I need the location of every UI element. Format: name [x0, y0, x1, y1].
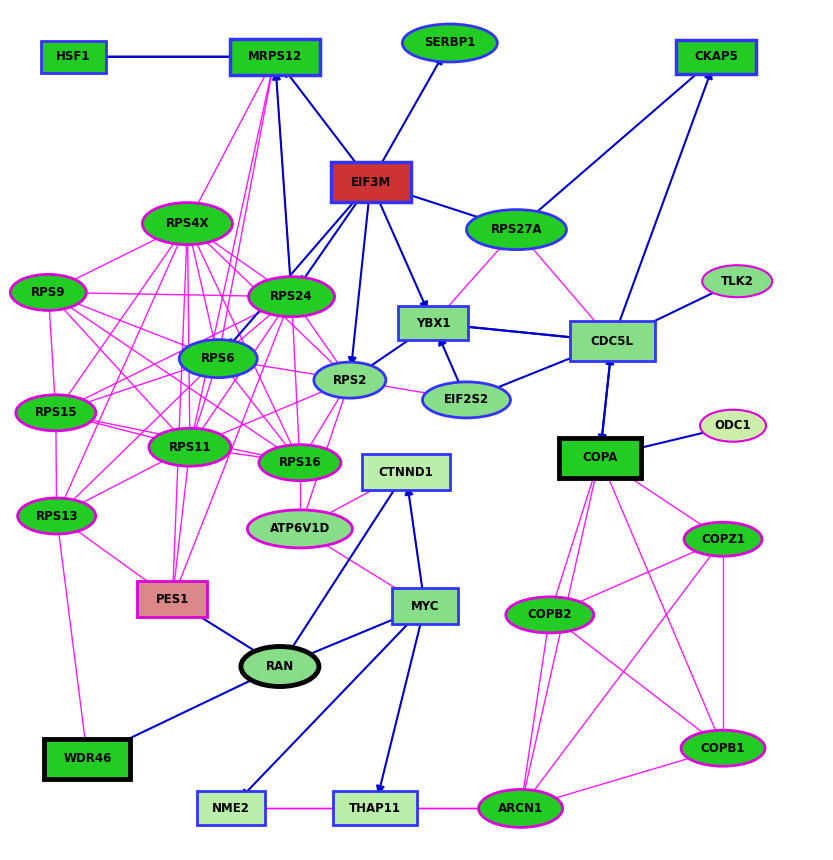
FancyBboxPatch shape: [44, 739, 131, 778]
Text: ARCN1: ARCN1: [498, 802, 543, 815]
Text: HSF1: HSF1: [56, 50, 91, 64]
Ellipse shape: [466, 210, 566, 249]
Ellipse shape: [10, 274, 87, 310]
Text: RPS15: RPS15: [34, 406, 77, 420]
FancyBboxPatch shape: [570, 322, 655, 361]
FancyBboxPatch shape: [331, 163, 411, 202]
Ellipse shape: [248, 277, 335, 316]
Ellipse shape: [402, 24, 497, 62]
Text: RPS2: RPS2: [332, 373, 367, 387]
Text: COPB2: COPB2: [527, 608, 572, 622]
FancyBboxPatch shape: [676, 40, 756, 74]
Text: RPS16: RPS16: [278, 456, 322, 470]
Text: RPS13: RPS13: [35, 509, 78, 523]
Text: COPB1: COPB1: [701, 741, 746, 755]
Ellipse shape: [241, 647, 319, 686]
FancyBboxPatch shape: [41, 40, 106, 73]
Text: MYC: MYC: [411, 599, 439, 613]
Text: COPZ1: COPZ1: [701, 532, 745, 546]
Ellipse shape: [142, 203, 232, 244]
FancyBboxPatch shape: [362, 454, 450, 490]
FancyBboxPatch shape: [230, 39, 320, 75]
FancyBboxPatch shape: [197, 791, 265, 826]
Text: EIF2S2: EIF2S2: [444, 393, 489, 407]
Text: PES1: PES1: [156, 593, 189, 606]
Text: COPA: COPA: [582, 451, 617, 464]
Text: TLK2: TLK2: [721, 274, 754, 288]
Text: RAN: RAN: [266, 660, 294, 673]
Ellipse shape: [702, 265, 772, 298]
Text: CTNND1: CTNND1: [378, 465, 433, 479]
Ellipse shape: [681, 730, 765, 766]
FancyBboxPatch shape: [333, 791, 416, 826]
Text: RPS24: RPS24: [270, 290, 313, 304]
Ellipse shape: [16, 395, 96, 431]
Ellipse shape: [479, 789, 562, 827]
Ellipse shape: [684, 522, 762, 556]
Text: RPS9: RPS9: [31, 286, 66, 299]
Text: ATP6V1D: ATP6V1D: [270, 522, 330, 536]
Text: ODC1: ODC1: [715, 419, 751, 433]
Text: NME2: NME2: [212, 802, 250, 815]
Text: SERBP1: SERBP1: [424, 36, 476, 50]
Text: RPS11: RPS11: [168, 440, 212, 454]
Ellipse shape: [506, 597, 594, 633]
Text: YBX1: YBX1: [416, 316, 451, 330]
Ellipse shape: [17, 498, 96, 534]
Text: EIF3M: EIF3M: [351, 175, 391, 189]
Ellipse shape: [149, 428, 231, 466]
Text: RPS6: RPS6: [201, 352, 236, 365]
FancyBboxPatch shape: [398, 306, 468, 341]
Ellipse shape: [314, 362, 386, 398]
Ellipse shape: [422, 382, 511, 418]
Text: CKAP5: CKAP5: [695, 50, 738, 64]
Ellipse shape: [179, 340, 257, 378]
Text: CDC5L: CDC5L: [591, 335, 634, 348]
Text: RPS4X: RPS4X: [166, 217, 209, 230]
Text: WDR46: WDR46: [63, 752, 112, 765]
Ellipse shape: [259, 445, 341, 481]
FancyBboxPatch shape: [392, 588, 458, 624]
Text: THAP11: THAP11: [349, 802, 401, 815]
FancyBboxPatch shape: [137, 581, 207, 617]
Text: MRPS12: MRPS12: [247, 50, 302, 64]
FancyBboxPatch shape: [559, 438, 641, 477]
Ellipse shape: [700, 409, 766, 442]
Text: RPS27A: RPS27A: [491, 223, 542, 237]
Ellipse shape: [247, 510, 352, 548]
